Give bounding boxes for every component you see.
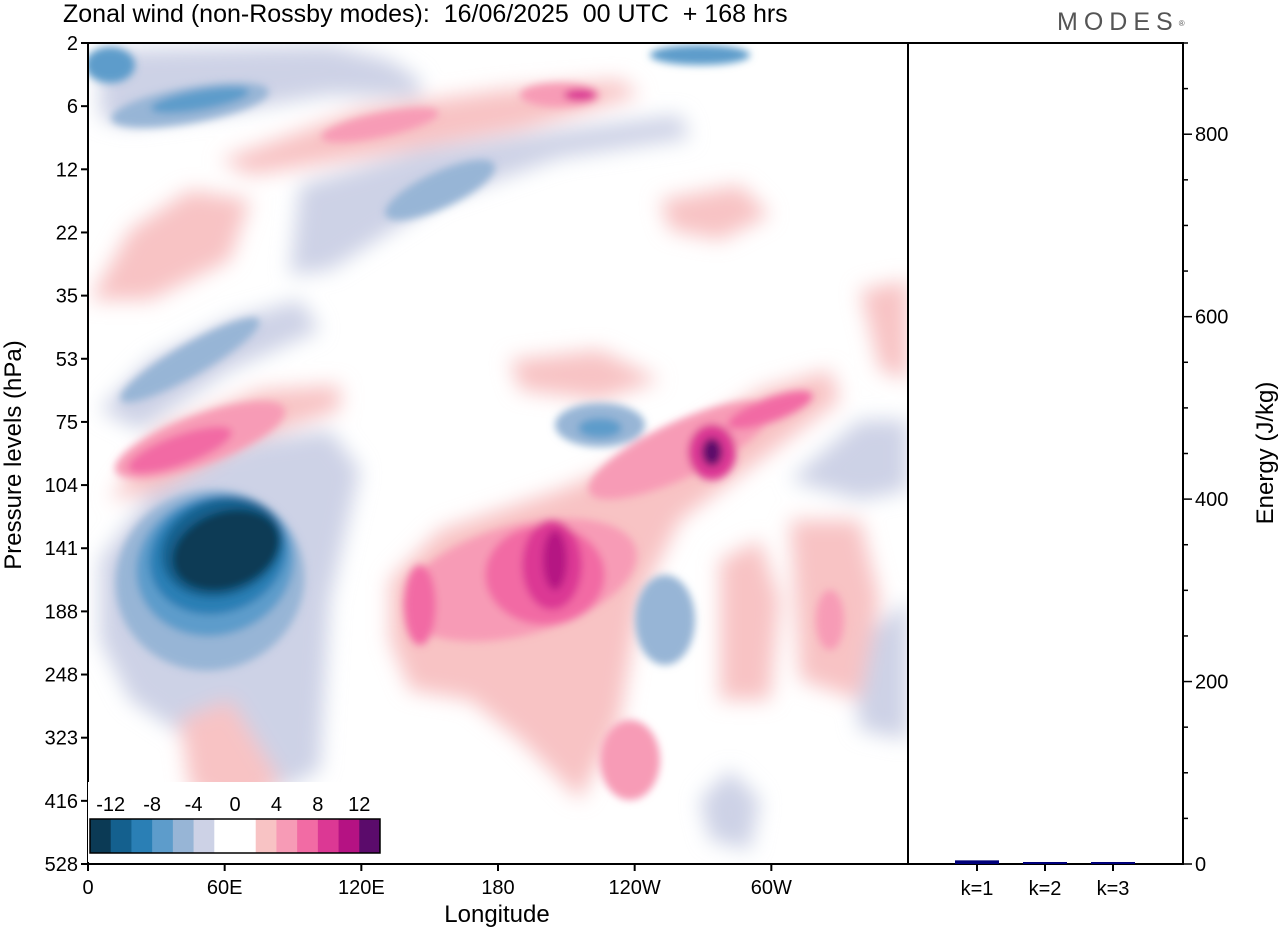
energy-tick-label: 200	[1195, 672, 1228, 694]
pressure-axis: 2 6 12 22 35 53 75 104 141 188 248 323 416 528	[45, 33, 88, 876]
colorbar-swatch	[214, 819, 236, 853]
y-tick-label: 141	[45, 538, 78, 560]
bar-category-label: k=2	[1029, 878, 1062, 900]
brand-text: MODES	[1057, 8, 1179, 36]
x-axis-title: Longitude	[444, 901, 549, 928]
energy-bar	[1023, 862, 1067, 864]
y-tick-label: 528	[45, 854, 78, 876]
core-westerly-band-inner	[128, 426, 232, 474]
band-westerly-upper-left	[90, 190, 250, 300]
colorbar-swatch	[317, 819, 340, 853]
y-tick-label: 6	[67, 96, 78, 118]
y-tick-label: 53	[56, 349, 78, 371]
energy-tick-label: 0	[1195, 854, 1206, 876]
energy-bars: k=1 k=2 k=3	[955, 860, 1135, 900]
colorbar-label: 8	[312, 794, 323, 816]
core-westerly-lower	[600, 720, 660, 800]
core-westerly-left	[404, 565, 436, 645]
core-easterly-top-right	[650, 45, 750, 65]
band-easterly-right	[850, 600, 908, 740]
band-easterly-mid	[290, 115, 690, 275]
core-westerly-far-east	[816, 590, 844, 650]
colorbar-outline	[89, 818, 381, 854]
x-tick-label: 120E	[338, 877, 385, 899]
colorbar-swatch	[297, 819, 319, 853]
x-tick-label: 120W	[609, 877, 661, 899]
band-westerly-patch-f	[860, 280, 908, 380]
core-westerly-jet-max	[702, 438, 722, 466]
x-tick-label: 180	[481, 877, 514, 899]
colorbar-swatch	[359, 819, 381, 853]
colorbar-swatch	[131, 819, 153, 853]
colorbar: -12 -8 -4 0 4 8 12	[88, 782, 384, 862]
colorbar-label: -8	[143, 794, 161, 816]
heatmap-strong-cores	[88, 45, 844, 800]
colorbar-label: -12	[96, 794, 125, 816]
band-westerly-patch-b	[510, 350, 660, 400]
bar-category-label: k=3	[1097, 878, 1130, 900]
core-westerly-streak	[588, 400, 772, 500]
energy-bar	[1091, 862, 1135, 864]
core-easterly-right	[635, 575, 695, 665]
colorbar-swatch	[338, 819, 360, 853]
x-tick-label: 0	[82, 877, 93, 899]
core-westerly-upper-right-inner	[564, 89, 596, 101]
colorbar-swatch	[152, 819, 174, 853]
band-westerly-patch-c	[720, 540, 780, 700]
brand-logo: MODES®	[1057, 8, 1185, 36]
y-tick-label: 416	[45, 791, 78, 813]
core-easterly-upper-mid	[385, 159, 495, 221]
band-easterly-east	[790, 420, 908, 500]
core-easterly-band	[120, 317, 260, 403]
y-tick-label: 104	[45, 475, 78, 497]
core-easterly-top-left-inner	[150, 86, 250, 114]
core-easterly-mid-inner	[578, 418, 622, 438]
energy-axis: 0 200 400 600 800	[1183, 42, 1228, 876]
energy-bar	[955, 860, 999, 864]
energy-tick-label: 400	[1195, 489, 1228, 511]
colorbar-swatch	[193, 819, 215, 853]
chart-title: Zonal wind (non-Rossby modes): 16/06/202…	[63, 0, 788, 28]
x-tick-label: 60E	[207, 877, 243, 899]
colorbar-label: 4	[271, 794, 282, 816]
band-westerly-patch-a	[660, 185, 770, 240]
y-tick-label: 323	[45, 728, 78, 750]
y-tick-label: 2	[67, 33, 78, 55]
colorbar-swatch	[110, 819, 132, 853]
colorbar-swatch	[90, 819, 112, 853]
colorbar-swatch	[276, 819, 298, 853]
colorbar-label: -4	[185, 794, 203, 816]
heatmap-field	[88, 43, 908, 864]
energy-axis-title: Energy (J/kg)	[1252, 382, 1279, 525]
bar-category-label: k=1	[961, 878, 994, 900]
colorbar-label: 0	[229, 794, 240, 816]
y-tick-label: 35	[56, 286, 78, 308]
x-tick-label: 60W	[751, 877, 792, 899]
energy-tick-label: 800	[1195, 124, 1228, 146]
colorbar-swatches	[89, 818, 381, 854]
y-tick-label: 75	[56, 412, 78, 434]
core-easterly-corner	[88, 47, 135, 83]
y-tick-label: 22	[56, 222, 78, 244]
core-easterly-jet-max	[172, 509, 280, 591]
core-westerly-upper	[321, 107, 439, 143]
colorbar-swatch	[172, 819, 195, 853]
colorbar-labels: -12 -8 -4 0 4 8 12	[96, 794, 370, 816]
y-tick-label: 248	[45, 665, 78, 687]
y-tick-label: 188	[45, 601, 78, 623]
longitude-axis: 0 60E 120E 180 120W 60W	[82, 864, 792, 899]
y-tick-label: 12	[56, 159, 78, 181]
colorbar-label: 12	[348, 794, 370, 816]
core-westerly-east	[727, 390, 813, 430]
colorbar-swatch	[235, 819, 257, 853]
band-easterly-bottom	[700, 770, 760, 850]
registered-mark: ®	[1178, 19, 1185, 28]
y-axis-title: Pressure levels (hPa)	[0, 340, 27, 569]
energy-tick-label: 600	[1195, 307, 1228, 329]
core-westerly-main-max	[543, 530, 567, 590]
colorbar-swatch	[255, 819, 277, 853]
bar-panel-frame	[907, 42, 1184, 865]
